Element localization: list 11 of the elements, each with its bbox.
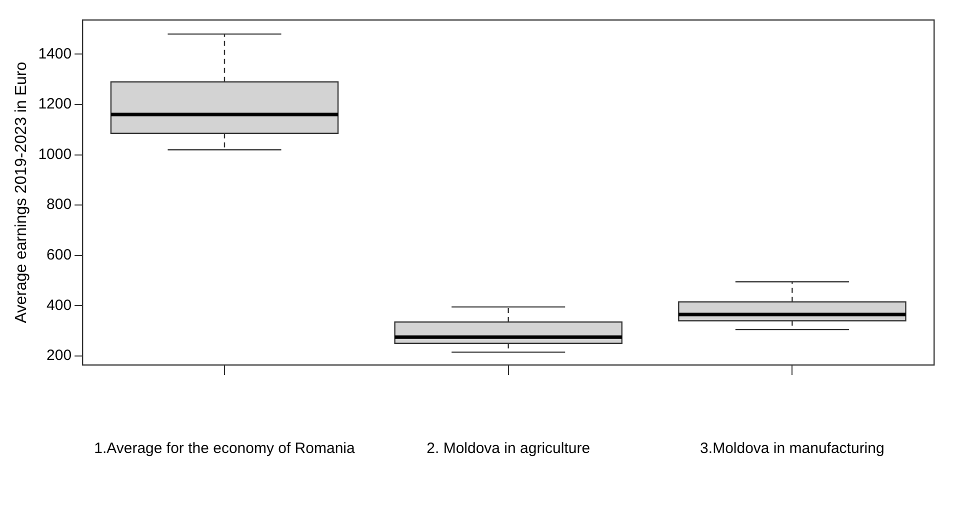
y-tick-label: 400 bbox=[46, 296, 72, 314]
y-tick-label: 1200 bbox=[38, 96, 72, 113]
y-tick-label: 800 bbox=[46, 196, 72, 214]
y-tick-label: 1000 bbox=[38, 146, 72, 163]
x-tick-label: 3.Moldova in manufacturing bbox=[700, 440, 884, 458]
x-tick-label: 2. Moldova in agriculture bbox=[426, 440, 590, 458]
x-tick-label: 1.Average for the economy of Romania bbox=[94, 440, 356, 458]
y-tick-label: 200 bbox=[46, 347, 72, 364]
y-tick-label: 600 bbox=[46, 246, 72, 264]
y-tick-label: 1400 bbox=[38, 45, 72, 62]
y-axis-title: Average earnings 2019-2023 in Euro bbox=[13, 62, 30, 324]
